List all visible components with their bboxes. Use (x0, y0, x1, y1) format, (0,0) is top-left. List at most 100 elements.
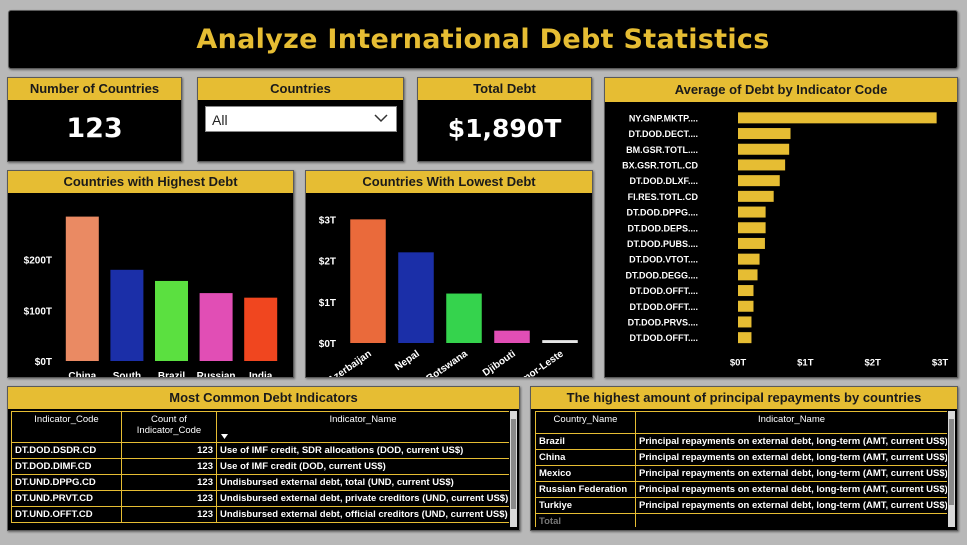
lowest-debt-chart: $0T $1T $2T $3T Azerbaijan Nepal Botswana Djibo… (319, 215, 578, 390)
y-tick-label: $1T (319, 298, 336, 309)
y-tick-label: $2T (319, 257, 336, 268)
highest-debt-chart-title: Countries with Highest Debt (8, 171, 293, 193)
bar[interactable] (738, 300, 754, 312)
avg-debt-chart-panel: Average of Debt by Indicator Code NY.GNP… (604, 77, 958, 378)
scrollbar-thumb[interactable] (949, 419, 954, 505)
table-row[interactable]: Turkiye Principal repayments on external … (535, 497, 947, 514)
bar[interactable] (738, 128, 791, 140)
column-header-count[interactable]: Count of Indicator_Code (121, 411, 217, 443)
total-label: Total (535, 513, 636, 527)
bar[interactable] (738, 159, 786, 171)
common-indicators-table-wrap[interactable]: Indicator_Code Count of Indicator_Code I… (11, 411, 509, 527)
dropdown-selected-value: All (212, 112, 228, 128)
column-header-repay-indicator-name[interactable]: Indicator_Name (635, 411, 947, 434)
kpi-total-debt-label: Total Debt (418, 78, 591, 100)
y-tick-label: $200T (24, 256, 52, 267)
slicer-label: Countries (198, 78, 403, 100)
table-cell: DT.UND.DPPG.CD (11, 474, 122, 491)
table-cell: DT.UND.PRVT.CD (11, 490, 122, 507)
table-cell: China (535, 449, 636, 466)
y-tick-label: DT.DOD.OFFT.... (630, 333, 699, 343)
bar[interactable] (738, 237, 765, 249)
bar[interactable] (738, 316, 752, 328)
lowest-debt-chart-panel: Countries With Lowest Debt $0T $1T $2T $3T A… (305, 170, 593, 390)
bar[interactable] (65, 216, 99, 361)
table-cell: Principal repayments on external debt, l… (635, 433, 947, 450)
x-tick-label: Nepal (393, 348, 422, 373)
highest-debt-chart-panel: Countries with Highest Debt $0T $100T $200… (7, 170, 294, 394)
bar[interactable] (738, 175, 780, 187)
repayments-scrollbar[interactable] (948, 411, 955, 527)
y-tick-label: $100T (24, 306, 52, 317)
bar[interactable] (398, 252, 434, 343)
avg-debt-chart: NY.GNP.MKTP.... DT.DOD.DECT.... BM.GSR.TOT… (622, 112, 948, 369)
column-header-country-name[interactable]: Country_Name (535, 411, 636, 434)
column-header-indicator-name[interactable]: Indicator_Name (216, 411, 509, 443)
common-indicators-title: Most Common Debt Indicators (8, 387, 519, 409)
x-tick-label: China (68, 371, 96, 377)
bar[interactable] (738, 143, 790, 155)
bar[interactable] (446, 293, 482, 343)
table-cell: Undisbursed external debt, total (UND, c… (216, 474, 509, 491)
x-tick-label: $2T (864, 358, 881, 369)
column-header-indicator-code[interactable]: Indicator_Code (11, 411, 122, 443)
bar[interactable] (154, 280, 189, 361)
x-tick-label: $0T (730, 358, 747, 369)
x-tick-label: SouthAsia (113, 371, 141, 377)
table-row[interactable]: Brazil Principal repayments on external d… (535, 433, 947, 450)
table-cell: DT.DOD.DIMF.CD (11, 458, 122, 475)
repayments-table: Country_Name Indicator_Name Brazil Princi… (535, 411, 947, 527)
table-cell: Principal repayments on external debt, l… (635, 449, 947, 466)
y-tick-label: BM.GSR.TOTL.... (626, 145, 698, 155)
table-cell: DT.UND.OFFT.CD (11, 506, 122, 523)
bar[interactable] (738, 285, 754, 297)
bar[interactable] (110, 269, 144, 361)
y-tick-label: DT.DOD.DLXF.... (629, 176, 698, 186)
table-row[interactable]: DT.UND.DPPG.CD 123 Undisbursed external de… (11, 474, 509, 491)
bar[interactable] (738, 112, 937, 124)
table-row[interactable]: Mexico Principal repayments on external d… (535, 465, 947, 482)
table-cell: 123 (121, 458, 217, 475)
table-row[interactable]: Russian Federation Principal repayments o… (535, 481, 947, 498)
table-cell: Russian Federation (535, 481, 636, 498)
scrollbar-thumb[interactable] (511, 419, 516, 509)
table-row[interactable]: DT.DOD.DIMF.CD 123 Use of IMF credit (DOD,… (11, 458, 509, 475)
table-row[interactable]: DT.UND.OFFT.CD 123 Undisbursed external de… (11, 506, 509, 523)
chevron-down-icon (374, 114, 388, 123)
countries-dropdown[interactable]: All (205, 106, 397, 132)
table-row[interactable]: DT.UND.PRVT.CD 123 Undisbursed external de… (11, 490, 509, 507)
kpi-card-total-debt: Total Debt $1,890T (417, 77, 592, 162)
y-tick-label: BX.GSR.TOTL.CD (622, 160, 698, 170)
repayments-table-wrap[interactable]: Country_Name Indicator_Name Brazil Princi… (535, 411, 947, 527)
table-row[interactable]: DT.DOD.DSDR.CD 123 Use of IMF credit, SDR … (11, 442, 509, 459)
table-cell: 123 (121, 490, 217, 507)
bar[interactable] (738, 222, 766, 234)
bar[interactable] (199, 293, 233, 361)
bar[interactable] (738, 269, 758, 281)
table-cell: Principal repayments on external debt, l… (635, 497, 947, 514)
total-row: Total (535, 513, 947, 527)
kpi-countries-value: 123 (66, 113, 123, 144)
x-tick-label: India (249, 371, 273, 377)
y-tick-label: DT.DOD.PUBS.... (627, 239, 698, 249)
bar[interactable] (738, 190, 774, 202)
table-cell: Turkiye (535, 497, 636, 514)
y-tick-label: DT.DOD.PRVS.... (628, 317, 698, 327)
table-row[interactable]: China Principal repayments on external de… (535, 449, 947, 466)
highest-debt-chart: $0T $100T $200T China SouthAsia Brazil Russian… (24, 216, 278, 394)
avg-debt-chart-title: Average of Debt by Indicator Code (605, 78, 957, 102)
bar[interactable] (494, 330, 530, 343)
y-tick-label: NY.GNP.MKTP.... (629, 113, 698, 123)
bar[interactable] (738, 253, 760, 265)
sort-desc-icon (221, 434, 228, 439)
repayments-panel: The highest amount of principal repaymen… (530, 386, 958, 531)
common-indicators-panel: Most Common Debt Indicators Indicator_Co… (7, 386, 520, 531)
bar[interactable] (542, 340, 578, 343)
bar[interactable] (738, 206, 766, 218)
bar[interactable] (244, 297, 278, 361)
table-cell: Principal repayments on external debt, l… (635, 465, 947, 482)
bar[interactable] (350, 219, 386, 343)
bar[interactable] (738, 332, 752, 344)
y-tick-label: DT.DOD.OFFT.... (630, 286, 699, 296)
common-indicators-scrollbar[interactable] (510, 411, 517, 527)
